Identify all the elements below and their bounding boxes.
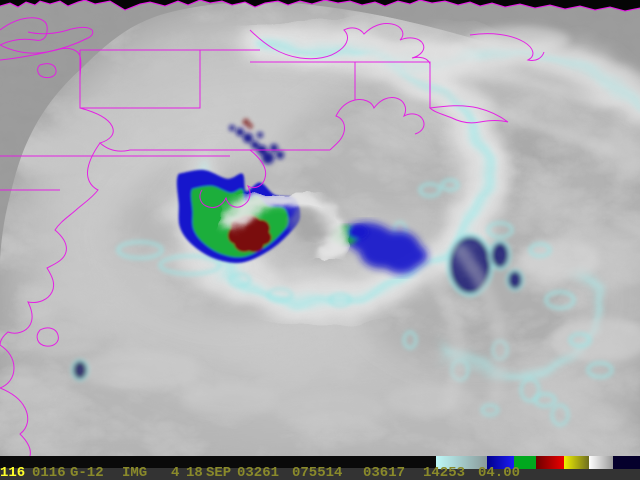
svg-text:18: 18 <box>186 465 203 480</box>
svg-text:SEP: SEP <box>206 465 231 480</box>
svg-text:G-12: G-12 <box>70 465 104 480</box>
svg-text:IMG: IMG <box>122 465 147 480</box>
svg-text:4: 4 <box>171 465 179 480</box>
svg-text:116: 116 <box>0 465 25 480</box>
svg-text:04.00: 04.00 <box>478 465 520 480</box>
svg-text:075514: 075514 <box>292 465 342 480</box>
svg-text:0116: 0116 <box>32 465 66 480</box>
svg-text:03617: 03617 <box>363 465 405 480</box>
svg-text:03261: 03261 <box>237 465 279 480</box>
svg-text:14253: 14253 <box>423 465 465 480</box>
